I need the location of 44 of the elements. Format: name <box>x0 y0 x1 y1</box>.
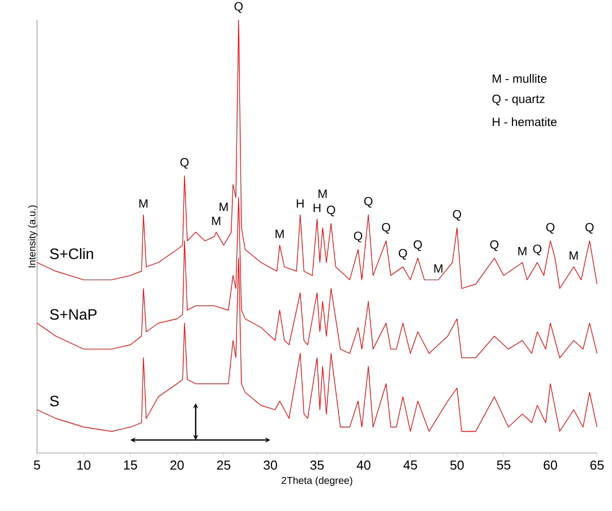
x-tick-label: 65 <box>590 460 604 470</box>
x-tick-label: 10 <box>77 460 90 470</box>
annotation: M <box>318 190 327 198</box>
series-label: S <box>50 396 59 406</box>
y-axis-title: Intensity (a.u.) <box>28 205 38 268</box>
annotation: Q <box>234 2 243 13</box>
annotation: Q <box>546 222 554 234</box>
annotation: M <box>434 264 442 273</box>
annotation: H <box>314 204 320 212</box>
annotation: M <box>212 216 220 225</box>
annotation: Q <box>533 244 542 256</box>
annotation: Q <box>398 248 407 260</box>
x-tick-label: 25 <box>217 460 230 470</box>
x-tick-label: 35 <box>310 460 324 470</box>
series-label: S+NaP <box>50 309 97 320</box>
annotation: Q <box>364 197 372 208</box>
annotation: Q - quartz <box>492 94 545 106</box>
x-tick-label: 55 <box>496 460 510 470</box>
x-tick-label: 30 <box>264 460 278 470</box>
x-tick-label: 15 <box>124 460 138 470</box>
x-tick-label: 40 <box>356 460 370 470</box>
annotation: M - mullite <box>492 74 547 83</box>
x-tick-label: 45 <box>403 460 418 470</box>
annotation: Q <box>180 158 189 169</box>
annotation: Q <box>414 240 422 251</box>
annotation: Q <box>382 222 390 234</box>
annotation: M <box>220 202 228 211</box>
annotation: H <box>296 199 304 208</box>
annotation: Q <box>490 240 498 251</box>
x-axis-title: 2Theta (degree) <box>282 476 352 486</box>
annotation: Q <box>452 210 462 221</box>
annotation: Q <box>354 232 362 242</box>
annotation: M <box>518 247 526 256</box>
annotation: M <box>570 251 578 260</box>
annotation: H - hematite <box>492 117 557 126</box>
series-label: S+Clin <box>50 248 94 260</box>
x-tick-label: 20 <box>170 460 184 470</box>
x-tick-label: 50 <box>450 460 464 470</box>
x-tick-label: 60 <box>544 460 558 470</box>
annotation: M <box>139 199 148 208</box>
annotation: M <box>276 230 284 238</box>
annotation: Q <box>585 222 594 234</box>
annotation: Q <box>326 206 336 216</box>
x-tick-label: 5 <box>34 460 40 470</box>
